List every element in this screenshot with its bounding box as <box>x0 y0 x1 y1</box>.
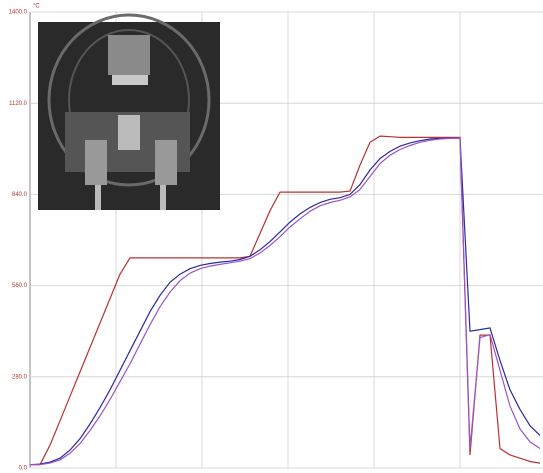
chart: °C 0.0 280.0 560.0 840.0 1120.0 1400.0 <box>0 0 543 473</box>
part <box>118 115 140 150</box>
clamp <box>155 140 177 185</box>
rod <box>160 185 166 210</box>
y-tick-label: 280.0 <box>12 374 28 380</box>
clamp <box>85 140 107 185</box>
door <box>108 35 150 75</box>
rod <box>95 185 101 210</box>
y-unit: °C <box>33 4 40 10</box>
y-tick-label: 1120.0 <box>9 101 28 107</box>
y-tick-label: 560.0 <box>12 283 28 289</box>
photo-inset <box>38 15 220 210</box>
y-tick-label: 840.0 <box>12 192 28 198</box>
y-tick-label: 1400.0 <box>9 10 28 16</box>
plate <box>112 75 148 85</box>
y-tick-label: 0.0 <box>19 466 28 472</box>
